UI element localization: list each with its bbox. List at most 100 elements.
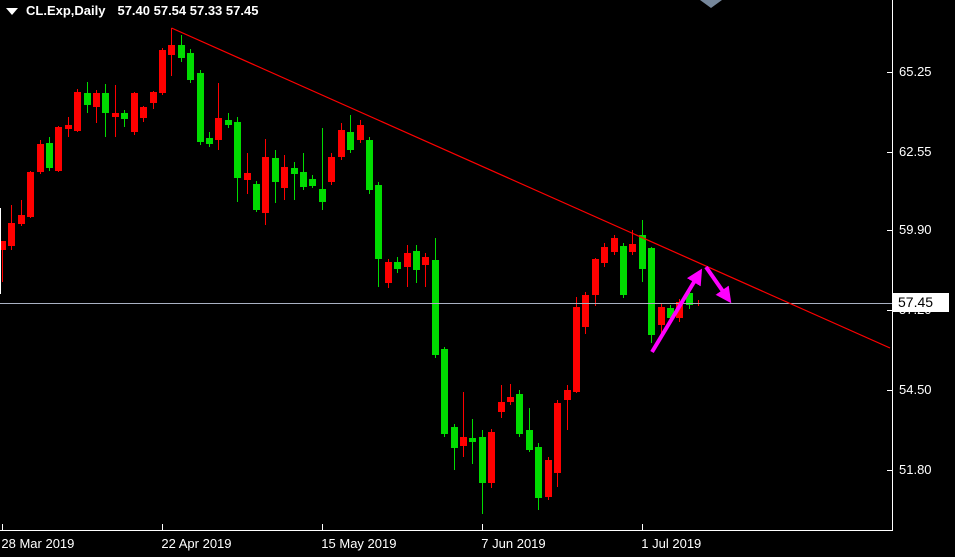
candle-body xyxy=(685,293,693,306)
candle-wick xyxy=(510,383,511,406)
candle-body xyxy=(582,295,590,327)
candle-body xyxy=(55,126,63,171)
price-tick-label: 51.80 xyxy=(899,462,932,477)
chart-title: CL.Exp,Daily 57.40 57.54 57.33 57.45 xyxy=(4,3,258,18)
candle-body xyxy=(177,45,185,59)
candle-body xyxy=(8,223,16,246)
candle-body xyxy=(281,166,289,189)
candle-body xyxy=(460,436,467,446)
price-tick-label: 54.50 xyxy=(899,382,932,397)
candle-body xyxy=(271,158,279,182)
candle-body xyxy=(572,306,580,392)
candle-body xyxy=(205,137,213,145)
candle-body xyxy=(253,183,260,211)
candle-body xyxy=(412,250,420,271)
candle-body xyxy=(121,112,129,120)
candle-body xyxy=(441,348,449,434)
candle-body xyxy=(64,124,72,130)
price-tick-label: 59.90 xyxy=(899,222,932,237)
candle-body xyxy=(111,113,119,118)
price-tick-mark xyxy=(887,390,892,391)
chart-plot-area[interactable] xyxy=(0,0,892,530)
current-price-badge: 57.45 xyxy=(893,293,949,313)
candle-body xyxy=(516,393,524,434)
candle-body xyxy=(667,308,674,319)
candle-body xyxy=(638,235,646,269)
candle-body xyxy=(234,121,242,179)
candle-wick xyxy=(566,385,568,430)
symbol-period-label: CL.Exp,Daily xyxy=(26,3,106,18)
candle-body xyxy=(83,93,91,105)
candle-body xyxy=(563,390,571,401)
candle-wick xyxy=(463,391,464,457)
date-tick-mark xyxy=(481,524,483,530)
price-axis-line xyxy=(892,0,893,531)
candle-body xyxy=(620,245,627,296)
candle-body xyxy=(328,156,336,182)
candle-body xyxy=(431,259,439,355)
candle-body xyxy=(403,252,411,268)
candle-wick xyxy=(20,200,22,226)
date-tick-mark xyxy=(321,524,323,530)
candle-body xyxy=(525,430,533,451)
candle-body xyxy=(74,91,82,131)
date-tick-mark xyxy=(1,524,3,530)
candle-wick xyxy=(218,83,220,151)
candle-body xyxy=(337,130,345,157)
candle-wick xyxy=(1,241,3,282)
candle-body xyxy=(290,168,298,174)
date-tick-mark xyxy=(161,524,163,530)
candle-body xyxy=(262,156,270,214)
partial-bar-left-edge xyxy=(0,208,1,294)
candle-body xyxy=(149,91,157,104)
candle-body xyxy=(601,246,609,263)
candle-body xyxy=(243,172,251,180)
price-tick-label: 65.25 xyxy=(899,63,932,79)
candle-body xyxy=(224,119,232,126)
candle-body xyxy=(187,53,195,81)
candle-body xyxy=(140,106,148,119)
candle-body xyxy=(45,142,53,168)
candle-body xyxy=(478,436,486,484)
candle-body xyxy=(17,215,25,225)
candle-body xyxy=(676,301,684,319)
candle-body xyxy=(347,131,355,150)
candle-body xyxy=(130,93,138,132)
current-price-line xyxy=(0,302,892,304)
candle-body xyxy=(394,261,402,270)
candle-body xyxy=(365,139,373,190)
candle-body xyxy=(535,446,543,499)
candle-body xyxy=(102,93,110,114)
candle-body xyxy=(648,248,656,336)
candle-body xyxy=(27,172,35,217)
time-axis-line xyxy=(0,530,893,531)
candle-body xyxy=(591,258,599,296)
date-tick-label: 22 Apr 2019 xyxy=(161,536,232,551)
candle-body xyxy=(554,403,562,474)
candle-body xyxy=(309,178,317,187)
date-tick-label: 28 Mar 2019 xyxy=(1,536,75,551)
candle-body xyxy=(158,50,166,94)
candle-body xyxy=(450,426,458,449)
candle-body xyxy=(93,93,100,107)
candle-body xyxy=(196,73,204,142)
candle-body xyxy=(469,438,477,442)
candle-wick xyxy=(114,85,116,137)
candle-body xyxy=(375,185,383,259)
price-tick-mark xyxy=(887,470,892,471)
date-tick-label: 1 Jul 2019 xyxy=(641,536,702,551)
candle-body xyxy=(488,431,496,484)
date-tick-label: 15 May 2019 xyxy=(321,536,397,551)
candle-body xyxy=(36,143,44,173)
candle-body xyxy=(507,396,514,402)
candle-body xyxy=(610,237,618,252)
candle-body xyxy=(657,306,665,326)
candle-wick xyxy=(96,90,97,124)
chevron-down-icon[interactable] xyxy=(6,8,18,15)
date-tick-mark xyxy=(641,524,643,530)
candle-body xyxy=(168,44,176,56)
candle-body xyxy=(215,118,223,140)
date-tick-label: 7 Jun 2019 xyxy=(481,536,546,551)
chart-shift-marker-icon[interactable] xyxy=(700,0,722,8)
